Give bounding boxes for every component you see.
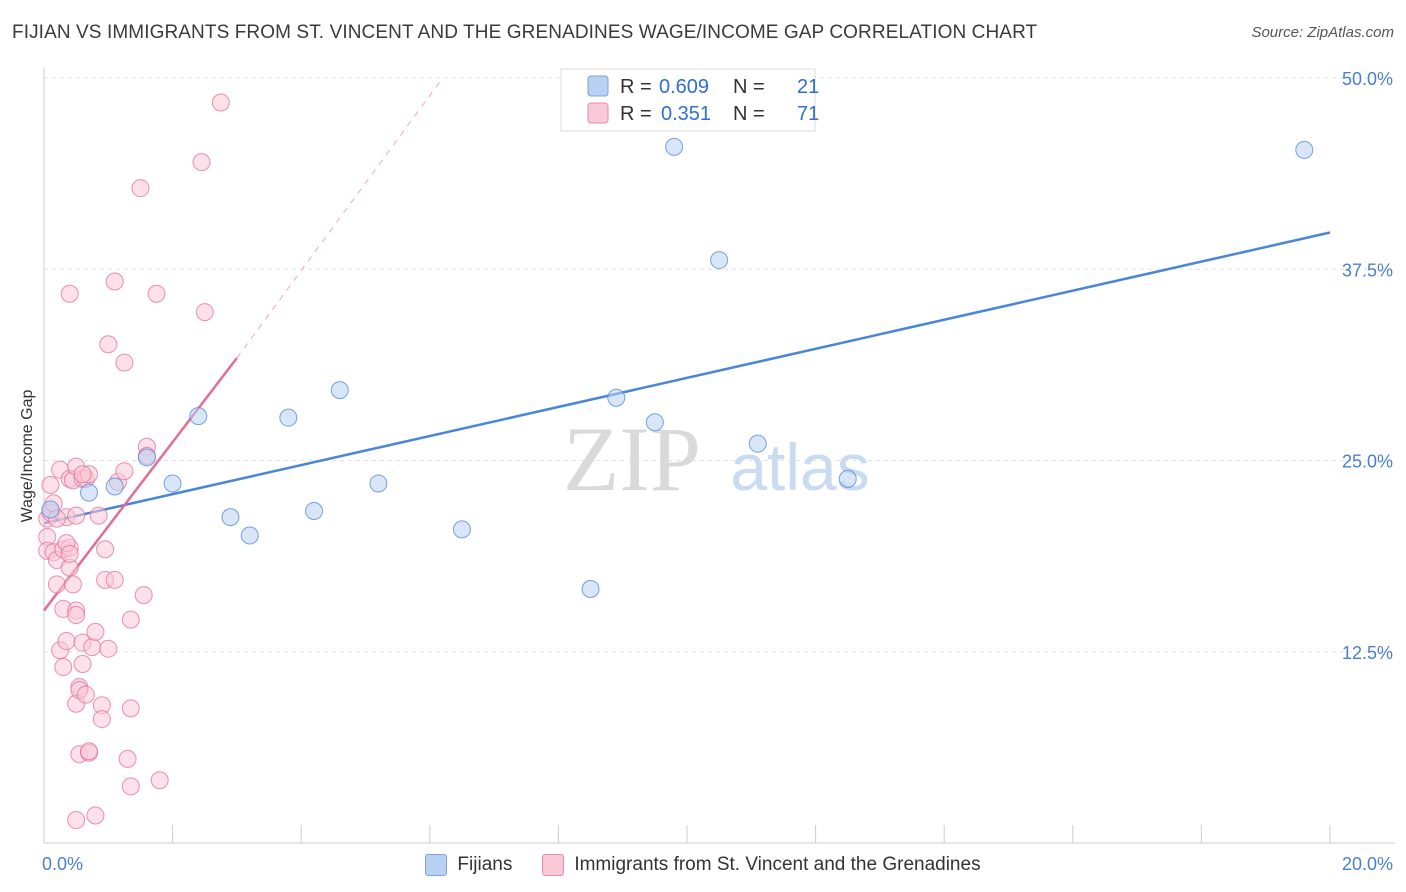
legend-item-immigrants: Immigrants from St. Vincent and the Gren… xyxy=(542,854,981,876)
data-point-fijians xyxy=(710,251,729,270)
data-point-fijians xyxy=(305,501,324,520)
data-point-immigrants xyxy=(134,586,153,605)
legend-r-value: 0.609 xyxy=(659,76,709,98)
legend-n-label: N = xyxy=(733,76,765,98)
data-point-immigrants xyxy=(192,153,211,172)
data-point-immigrants xyxy=(92,710,111,729)
data-point-fijians xyxy=(240,526,259,545)
trend-line-extension xyxy=(236,77,444,359)
data-point-immigrants xyxy=(99,335,118,354)
y-tick-label: 12.5% xyxy=(1342,643,1393,663)
legend-r-label: R = xyxy=(620,76,652,98)
trend-line-fijians xyxy=(43,231,1331,525)
data-point-fijians xyxy=(41,500,60,519)
data-point-immigrants xyxy=(121,699,140,718)
legend-swatch-fijians xyxy=(587,75,609,97)
data-point-fijians xyxy=(665,137,684,156)
swatch-fijians xyxy=(425,854,448,876)
data-point-immigrants xyxy=(60,544,79,563)
data-point-immigrants xyxy=(131,179,150,198)
data-point-immigrants xyxy=(86,622,105,641)
data-point-immigrants xyxy=(96,540,115,559)
data-point-fijians xyxy=(748,434,767,453)
data-point-immigrants xyxy=(89,506,108,525)
data-point-fijians xyxy=(189,407,208,426)
data-point-immigrants xyxy=(67,811,86,830)
legend-swatch-immigrants xyxy=(587,102,609,124)
data-point-immigrants xyxy=(121,777,140,796)
data-point-immigrants xyxy=(121,610,140,629)
data-point-immigrants xyxy=(47,575,66,594)
grid xyxy=(44,77,1395,653)
data-point-immigrants xyxy=(67,506,86,525)
data-point-immigrants xyxy=(41,475,60,494)
data-point-immigrants xyxy=(115,353,134,372)
x-tick-label: 0.0% xyxy=(42,854,83,874)
data-point-fijians xyxy=(163,474,182,493)
data-point-fijians xyxy=(369,474,388,493)
data-points xyxy=(38,93,1314,830)
x-tick-label: 20.0% xyxy=(1342,854,1393,874)
axes xyxy=(43,68,1395,844)
data-point-immigrants xyxy=(63,575,82,594)
data-point-immigrants xyxy=(211,93,230,112)
data-point-fijians xyxy=(279,408,298,427)
data-point-fijians xyxy=(607,388,626,407)
data-point-fijians xyxy=(221,508,240,527)
trend-lines xyxy=(43,77,1331,612)
y-tick-label: 50.0% xyxy=(1342,69,1393,89)
data-point-fijians xyxy=(645,413,664,432)
data-point-fijians xyxy=(330,381,349,400)
legend-n-value: 71 xyxy=(797,103,819,125)
data-point-immigrants xyxy=(195,303,214,322)
data-point-immigrants xyxy=(73,465,92,484)
data-point-immigrants xyxy=(147,284,166,303)
legend-item-fijians: Fijians xyxy=(425,854,512,876)
watermark: ZIP atlas xyxy=(563,408,870,510)
data-point-immigrants xyxy=(86,806,105,825)
data-point-fijians xyxy=(137,448,156,467)
legend: R = 0.609 N = 21 R = 0.351 N = 71 xyxy=(560,68,819,132)
data-point-immigrants xyxy=(54,658,73,677)
data-point-immigrants xyxy=(105,570,124,589)
data-point-immigrants xyxy=(80,742,99,761)
data-point-immigrants xyxy=(83,638,102,657)
data-point-fijians xyxy=(1295,140,1314,159)
data-point-fijians xyxy=(581,580,600,599)
y-tick-label: 37.5% xyxy=(1342,260,1393,280)
watermark-zip: ZIP xyxy=(563,408,701,510)
data-point-fijians xyxy=(452,520,471,539)
data-point-immigrants xyxy=(60,284,79,303)
chart-title: FIJIAN VS IMMIGRANTS FROM ST. VINCENT AN… xyxy=(12,22,1038,43)
data-point-fijians xyxy=(105,477,124,496)
data-point-immigrants xyxy=(150,771,169,790)
data-point-immigrants xyxy=(57,632,76,651)
tick-labels: 12.5% 25.0% 37.5% 50.0% 0.0% 20.0% xyxy=(42,69,1393,874)
data-point-immigrants xyxy=(76,685,95,704)
source-label: Source: ZipAtlas.com xyxy=(1251,24,1394,41)
data-point-immigrants xyxy=(118,749,137,768)
legend-r-label: R = xyxy=(620,103,652,125)
data-point-fijians xyxy=(80,483,99,502)
data-point-immigrants xyxy=(115,462,134,481)
data-point-immigrants xyxy=(105,272,124,291)
legend-n-label: N = xyxy=(733,103,765,125)
legend-n-value: 21 xyxy=(797,76,819,98)
legend-r-value: 0.351 xyxy=(661,103,711,125)
data-point-fijians xyxy=(838,469,857,488)
legend-label-fijians: Fijians xyxy=(457,854,513,875)
data-point-immigrants xyxy=(73,654,92,673)
y-tick-label: 25.0% xyxy=(1342,452,1393,472)
swatch-immigrants xyxy=(542,854,565,876)
bottom-legend: Fijians Immigrants from St. Vincent and … xyxy=(0,852,1406,878)
data-point-immigrants xyxy=(99,639,118,658)
legend-label-immigrants: Immigrants from St. Vincent and the Gren… xyxy=(574,854,981,875)
data-point-immigrants xyxy=(67,606,86,625)
